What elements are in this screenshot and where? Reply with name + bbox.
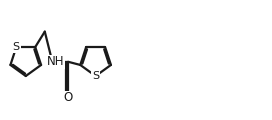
Text: S: S [13,42,20,52]
Text: NH: NH [47,55,64,68]
Text: S: S [92,71,99,81]
Text: O: O [64,91,73,104]
